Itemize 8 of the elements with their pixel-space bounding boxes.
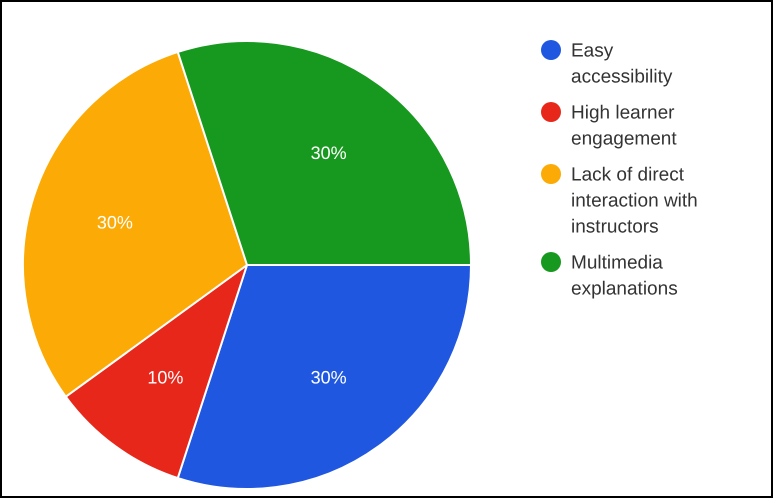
legend-label: Multimedia explanations xyxy=(571,252,678,300)
legend-label: Easy accessibility xyxy=(571,40,673,88)
data-label: 30% xyxy=(96,212,133,232)
data-label: 30% xyxy=(310,142,347,163)
legend-label: Lack of direct interaction with instructors xyxy=(571,164,698,238)
data-label: 10% xyxy=(147,368,184,388)
legend-label: High learner engagement xyxy=(571,102,678,150)
data-label: 30% xyxy=(310,368,347,388)
